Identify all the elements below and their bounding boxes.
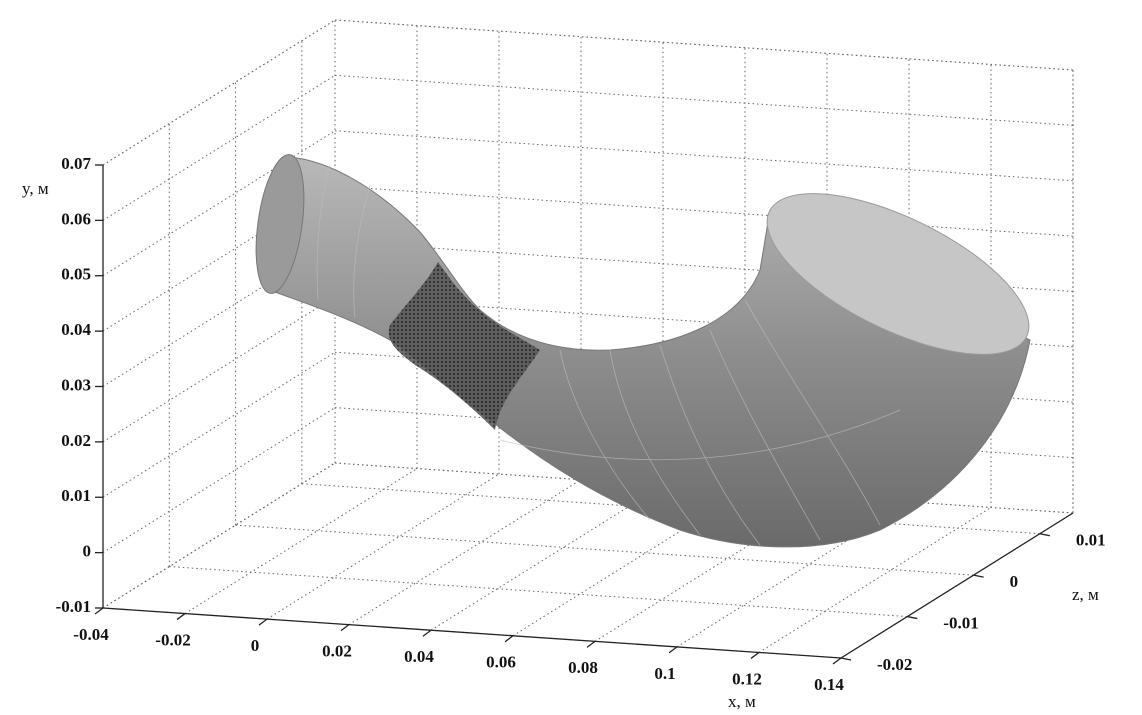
x-tick <box>95 608 103 614</box>
x-tick <box>751 652 759 658</box>
tube-body <box>275 157 1030 547</box>
x-tick <box>259 619 267 625</box>
z-tick <box>841 658 851 660</box>
x-tick <box>587 641 595 647</box>
x-tick <box>669 647 677 653</box>
grid-line <box>103 463 335 608</box>
grid-line <box>103 352 335 497</box>
x-axis <box>103 608 841 658</box>
y-tick-label: 0.01 <box>61 486 91 505</box>
chart: -0.01 0 0.01 0.02 0.03 0.04 0.05 0.06 0.07 -0.04 -… <box>0 0 1142 715</box>
grid-line <box>335 20 1073 70</box>
x-tick <box>423 630 431 636</box>
z-tick-label: 0.01 <box>1076 531 1106 550</box>
x-tick-label: 0.06 <box>486 653 516 672</box>
y-tick-label: 0 <box>83 542 92 561</box>
z-axis <box>841 513 1073 658</box>
x-tick-label: 0.14 <box>814 675 844 694</box>
surface <box>248 152 1051 547</box>
x-tick-label: -0.02 <box>155 630 190 649</box>
y-tick-label: 0.05 <box>61 265 91 284</box>
y-tick-label: 0.07 <box>61 154 91 173</box>
z-tick-label: 0 <box>1010 572 1019 591</box>
grid-line <box>103 408 335 553</box>
z-tick <box>907 617 917 619</box>
grid-line <box>335 75 1073 125</box>
z-tick-label: -0.02 <box>877 655 912 674</box>
x-tick-label: 0 <box>251 636 260 655</box>
grid-line <box>335 186 1073 236</box>
z-axis-label: z, м <box>1072 585 1099 604</box>
z-tick-label: -0.01 <box>943 613 978 632</box>
x-tick <box>341 625 349 631</box>
z-tick <box>974 575 984 577</box>
y-tick-label: 0.04 <box>61 320 91 339</box>
grid-line <box>169 567 907 617</box>
x-tick <box>505 636 513 642</box>
grid-line <box>349 480 581 625</box>
y-tick-label: 0.06 <box>61 209 91 228</box>
x-axis-label: x, м <box>728 692 756 711</box>
grid-line <box>185 469 417 614</box>
y-axis-label: y, м <box>22 179 49 198</box>
x-tick <box>833 658 841 664</box>
x-tick-label: 0.12 <box>732 669 762 688</box>
x-tick-label: 0.08 <box>568 658 598 677</box>
x-tick-label: -0.04 <box>73 625 109 644</box>
z-tick <box>1040 534 1050 536</box>
y-tick-label: 0.03 <box>61 375 91 394</box>
x-tick-label: 0.1 <box>654 664 675 683</box>
grid-line <box>335 131 1073 181</box>
grid-line <box>103 297 335 442</box>
grid-line <box>103 20 335 165</box>
x-tick-label: 0.04 <box>404 647 434 666</box>
y-tick-label: -0.01 <box>56 597 91 616</box>
y-tick-label: 0.02 <box>61 431 91 450</box>
x-tick <box>177 614 185 620</box>
x-tick-label: 0.02 <box>322 642 352 661</box>
grid-line <box>267 474 499 619</box>
